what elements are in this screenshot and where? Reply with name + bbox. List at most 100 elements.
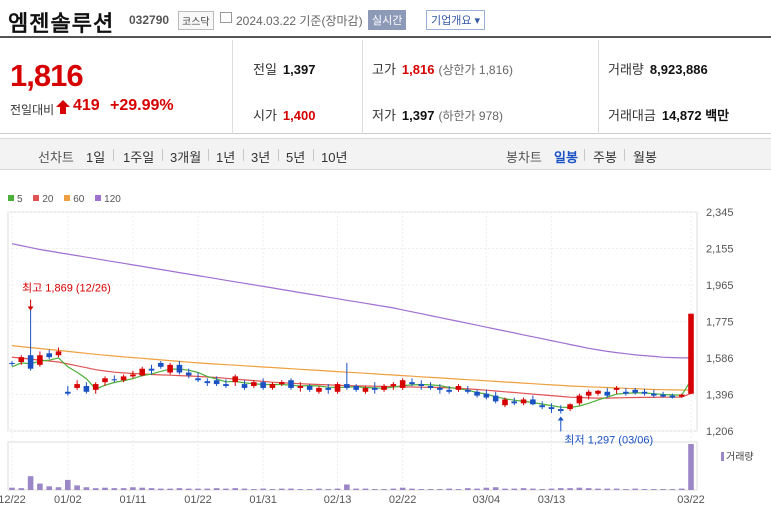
candle-body (111, 379, 118, 381)
candle-body (669, 395, 676, 398)
candle-body (409, 382, 415, 385)
line-chart-label: 선차트 (38, 150, 74, 165)
candle-body (102, 378, 108, 383)
price-chart: 1,206 1,396 1,586 1,775 1,965 2,155 2,345 12/22… (0, 207, 734, 506)
candle-body (418, 384, 425, 387)
volume-bar (65, 479, 71, 490)
volume-bar (232, 488, 239, 490)
candle-body (334, 384, 341, 392)
volume-bar (74, 485, 80, 490)
candle-body (557, 409, 564, 412)
volume-bar (306, 489, 313, 490)
candle-body (306, 386, 313, 390)
candle-body (567, 404, 573, 410)
volume-bar (102, 487, 108, 490)
volume-bar (204, 488, 211, 490)
period-3m[interactable]: 3개월 (170, 150, 202, 165)
volume-bar (381, 489, 387, 490)
volume-bar (641, 489, 648, 490)
volume-bar (483, 487, 490, 490)
candle-body (474, 391, 480, 396)
candle-body (483, 393, 490, 398)
day-low: 저가 1,397 (하한가 978) (372, 108, 503, 123)
volume-bar (46, 486, 52, 490)
y-tick-label: 1,206 (706, 426, 734, 438)
y-tick-label: 1,965 (706, 280, 734, 292)
volume-bar (660, 489, 666, 490)
y-tick-label: 2,345 (706, 207, 734, 219)
x-tick-label: 02/13 (324, 494, 352, 506)
low-annotation: 최저 1,297 (03/06) (564, 434, 653, 447)
period-1w[interactable]: 1주일 (123, 150, 155, 165)
volume-bar (623, 489, 629, 490)
low-arrow-head (557, 416, 564, 421)
volume-bar (223, 488, 229, 490)
period-3y[interactable]: 3년 (251, 150, 271, 165)
high-arrow-head (27, 306, 34, 311)
volume-bar (9, 487, 15, 490)
candle-body (660, 394, 666, 397)
candle-body (120, 376, 127, 381)
candle-body (139, 368, 146, 376)
candle-chart-label: 봉차트 (506, 150, 542, 165)
trade-value: 거래대금 14,872 백만 (608, 108, 730, 123)
volume-bar (530, 488, 536, 490)
period-1y[interactable]: 1년 (216, 150, 236, 165)
candle-body (455, 386, 462, 390)
period-10y[interactable]: 10년 (321, 150, 348, 165)
period-1d[interactable]: 1일 (86, 150, 106, 165)
volume-bar (158, 488, 164, 490)
volume-bar (688, 444, 694, 490)
volume-bar (502, 488, 508, 490)
volume-legend: 거래량 (721, 448, 754, 463)
x-tick-label: 01/22 (184, 494, 212, 506)
stock-code: 032790 (129, 13, 170, 27)
candle-body (678, 394, 685, 397)
candle-body (688, 313, 694, 394)
volume-bar (139, 487, 146, 490)
legend-ma120: 120 (95, 194, 121, 205)
volume-bar (288, 488, 294, 490)
x-tick-label: 03/04 (473, 494, 501, 506)
header: 엠젠솔루션 032790 코스닥 2024.03.22 기준(장마감) 실시간 … (0, 0, 771, 38)
volume-bar (167, 488, 173, 490)
period-5y[interactable]: 5년 (286, 150, 306, 165)
volume-bar (55, 487, 62, 490)
period-weekly[interactable]: 주봉 (593, 150, 617, 165)
candle-body (260, 382, 266, 388)
legend-ma60: 60 (64, 194, 84, 205)
candle-body (185, 372, 192, 376)
company-info-dropdown[interactable]: 기업개요 ▾ (426, 10, 486, 30)
candle-body (548, 407, 555, 410)
volume-bar (278, 488, 285, 490)
volume-bar (185, 488, 192, 490)
period-daily[interactable]: 일봉 (554, 150, 578, 165)
volume-bar (437, 489, 443, 490)
ma120-line (11, 243, 691, 359)
volume-bar (539, 489, 545, 490)
realtime-button[interactable]: 실시간 (368, 10, 407, 30)
candle-body (427, 386, 434, 388)
legend-ma20: 20 (33, 194, 53, 205)
candle-body (520, 399, 527, 404)
candle-body (530, 399, 536, 405)
volume-bar (548, 488, 555, 490)
up-arrow-icon (56, 100, 70, 114)
volume-bar (260, 488, 266, 490)
candle-body (213, 380, 220, 385)
volume-bar (632, 488, 638, 490)
volume-bar (427, 489, 434, 490)
candle-body (316, 387, 322, 392)
volume-bar (390, 488, 397, 490)
volume-bar (344, 484, 350, 490)
candle-body (232, 376, 239, 383)
y-tick-label: 1,396 (706, 389, 734, 401)
candle-body (148, 368, 155, 371)
volume-bar (520, 488, 527, 490)
candle-body (251, 382, 257, 387)
candle-body (585, 391, 592, 396)
period-monthly[interactable]: 월봉 (633, 150, 657, 165)
quote-panel: 1,816 전일대비 419 +29.99% 전일 1,397 고가 1,816 (상… (0, 40, 771, 134)
candle-body (269, 384, 276, 388)
ma5-line (11, 357, 692, 409)
